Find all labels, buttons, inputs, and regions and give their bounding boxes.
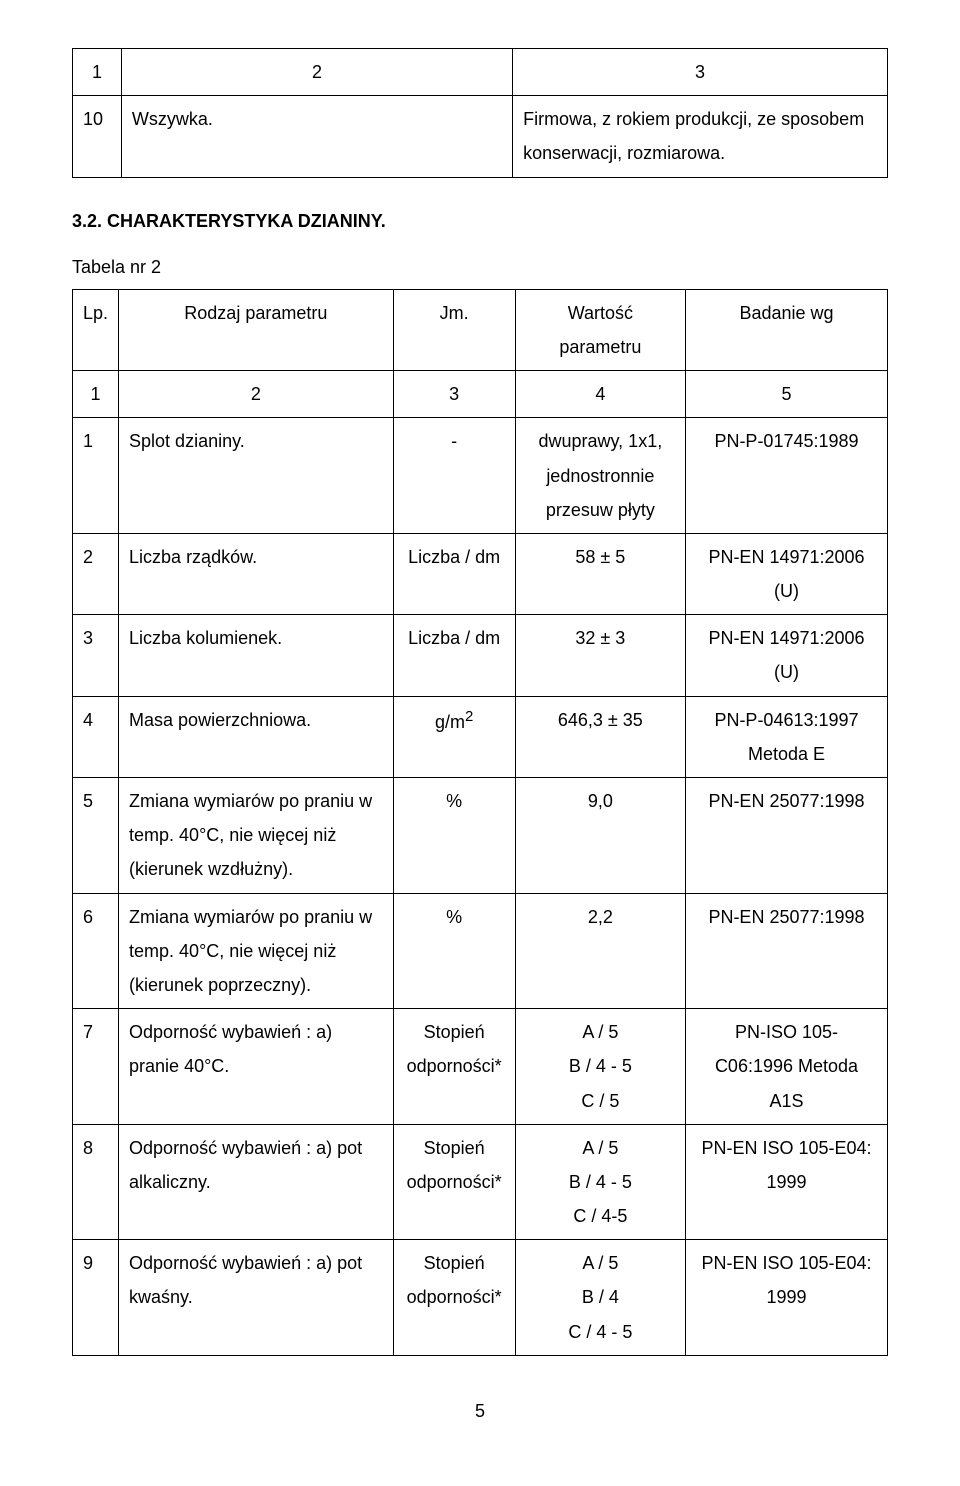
cell-val: 58 ± 5 [515,533,685,614]
cell-val: A / 5B / 4 - 5C / 4-5 [515,1124,685,1240]
top-table: 1 2 3 10 Wszywka. Firmowa, z rokiem prod… [72,48,888,178]
col-header-lp: Lp. [73,289,119,370]
cell-ref: PN-EN 25077:1998 [686,893,888,1009]
col-num: 5 [686,371,888,418]
cell-name: Masa powierzchniowa. [119,696,394,777]
cell-name: Liczba kolumienek. [119,615,394,696]
row-desc: Firmowa, z rokiem produkcji, ze sposobem… [513,96,888,177]
table-row: 1 2 3 [73,49,888,96]
page-number: 5 [72,1396,888,1427]
cell-n: 1 [73,418,119,534]
table-head-row: Lp. Rodzaj parametru Jm. Wartość paramet… [73,289,888,370]
table-row: 6 Zmiana wymiarów po praniu w temp. 40°C… [73,893,888,1009]
cell-jm: Liczba / dm [393,533,515,614]
table-row: 7 Odporność wybawień : a) pranie 40°C. S… [73,1009,888,1125]
cell-name: Odporność wybawień : a) pot alkaliczny. [119,1124,394,1240]
cell-n: 3 [73,615,119,696]
cell-name: Splot dzianiny. [119,418,394,534]
col-num: 2 [119,371,394,418]
table-row: 5 Zmiana wymiarów po praniu w temp. 40°C… [73,778,888,894]
parameters-table: Lp. Rodzaj parametru Jm. Wartość paramet… [72,289,888,1356]
cell-name: Liczba rządków. [119,533,394,614]
table-row: 2 Liczba rządków. Liczba / dm 58 ± 5 PN-… [73,533,888,614]
cell-jm: Stopień odporności* [393,1124,515,1240]
col-header-badanie: Badanie wg [686,289,888,370]
table-label: Tabela nr 2 [72,252,888,283]
col-header: 3 [513,49,888,96]
cell-val: A / 5B / 4C / 4 - 5 [515,1240,685,1356]
cell-ref: PN-P-01745:1989 [686,418,888,534]
col-header-jm: Jm. [393,289,515,370]
cell-name: Odporność wybawień : a) pranie 40°C. [119,1009,394,1125]
cell-ref: PN-P-04613:1997 Metoda E [686,696,888,777]
table-row: 3 Liczba kolumienek. Liczba / dm 32 ± 3 … [73,615,888,696]
cell-jm: Stopień odporności* [393,1009,515,1125]
col-header-rodzaj: Rodzaj parametru [119,289,394,370]
cell-val: dwuprawy, 1x1, jednostronnie przesuw pły… [515,418,685,534]
cell-val: 2,2 [515,893,685,1009]
table-row: 1 Splot dzianiny. - dwuprawy, 1x1, jedno… [73,418,888,534]
cell-n: 7 [73,1009,119,1125]
table-row: 10 Wszywka. Firmowa, z rokiem produkcji,… [73,96,888,177]
col-num: 4 [515,371,685,418]
cell-jm: - [393,418,515,534]
cell-name: Zmiana wymiarów po praniu w temp. 40°C, … [119,893,394,1009]
col-header: 2 [121,49,512,96]
cell-jm: % [393,778,515,894]
cell-ref: PN-EN 25077:1998 [686,778,888,894]
cell-n: 8 [73,1124,119,1240]
cell-ref: PN-EN ISO 105-E04: 1999 [686,1240,888,1356]
cell-ref: PN-EN 14971:2006 (U) [686,533,888,614]
cell-jm: g/m2 [393,696,515,777]
table-row: 8 Odporność wybawień : a) pot alkaliczny… [73,1124,888,1240]
col-header: 1 [73,49,122,96]
cell-n: 4 [73,696,119,777]
table-numrow: 1 2 3 4 5 [73,371,888,418]
cell-ref: PN-EN ISO 105-E04: 1999 [686,1124,888,1240]
cell-name: Odporność wybawień : a) pot kwaśny. [119,1240,394,1356]
col-num: 3 [393,371,515,418]
cell-jm: Liczba / dm [393,615,515,696]
table-row: 4 Masa powierzchniowa. g/m2 646,3 ± 35 P… [73,696,888,777]
cell-ref: PN-ISO 105-C06:1996 Metoda A1S [686,1009,888,1125]
cell-val: A / 5B / 4 - 5C / 5 [515,1009,685,1125]
cell-jm: % [393,893,515,1009]
section-heading: 3.2. CHARAKTERYSTYKA DZIANINY. [72,206,888,237]
row-number: 10 [73,96,122,177]
cell-val: 9,0 [515,778,685,894]
cell-ref: PN-EN 14971:2006 (U) [686,615,888,696]
cell-val: 646,3 ± 35 [515,696,685,777]
cell-jm: Stopień odporności* [393,1240,515,1356]
row-name: Wszywka. [121,96,512,177]
cell-n: 9 [73,1240,119,1356]
col-header-wartosc: Wartość parametru [515,289,685,370]
cell-n: 5 [73,778,119,894]
cell-n: 6 [73,893,119,1009]
table-row: 9 Odporność wybawień : a) pot kwaśny. St… [73,1240,888,1356]
cell-name: Zmiana wymiarów po praniu w temp. 40°C, … [119,778,394,894]
cell-n: 2 [73,533,119,614]
cell-val: 32 ± 3 [515,615,685,696]
col-num: 1 [73,371,119,418]
